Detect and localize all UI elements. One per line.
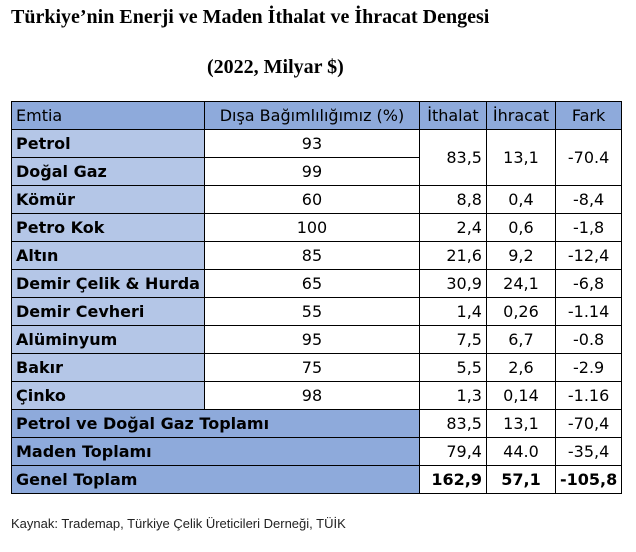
row-import: 8,8 bbox=[418, 185, 487, 214]
total-row-grand: Genel Toplam 162,9 57,1 -105,8 bbox=[11, 465, 623, 494]
total-row-maden: Maden Toplamı 79,4 44.0 -35,4 bbox=[11, 437, 623, 466]
row-name: Altın bbox=[11, 241, 205, 270]
merged-import: 83,5 bbox=[418, 129, 487, 186]
row-name: Petro Kok bbox=[11, 213, 205, 242]
energy-trade-table: Emtia Dışa Bağımlılığımız (%) İthalat İh… bbox=[11, 101, 623, 494]
total-import: 162,9 bbox=[418, 465, 487, 494]
row-difference: -6,8 bbox=[554, 269, 623, 298]
row-import: 5,5 bbox=[418, 353, 487, 382]
row-name: Bakır bbox=[11, 353, 205, 382]
header-emtia: Emtia bbox=[11, 101, 205, 130]
table-row: Bakır 75 5,5 2,6 -2.9 bbox=[11, 353, 623, 382]
row-dependency: 85 bbox=[203, 241, 420, 270]
total-export: 44.0 bbox=[485, 437, 556, 466]
row-name: Demir Cevheri bbox=[11, 297, 205, 326]
total-difference: -70,4 bbox=[554, 409, 623, 438]
table-row: Altın 85 21,6 9,2 -12,4 bbox=[11, 241, 623, 270]
header-difference: Fark bbox=[554, 101, 623, 130]
row-dependency: 60 bbox=[203, 185, 420, 214]
row-dependency: 75 bbox=[203, 353, 420, 382]
total-difference: -105,8 bbox=[554, 465, 623, 494]
row-dependency: 95 bbox=[203, 325, 420, 354]
total-difference: -35,4 bbox=[554, 437, 623, 466]
table-row: Demir Çelik & Hurda 65 30,9 24,1 -6,8 bbox=[11, 269, 623, 298]
row-dependency: 65 bbox=[203, 269, 420, 298]
source-note: Kaynak: Trademap, Türkiye Çelik Üreticil… bbox=[11, 516, 346, 531]
total-export: 57,1 bbox=[485, 465, 556, 494]
row-import: 1,4 bbox=[418, 297, 487, 326]
row-import: 2,4 bbox=[418, 213, 487, 242]
row-name: Çinko bbox=[11, 381, 205, 410]
table-row: Çinko 98 1,3 0,14 -1.16 bbox=[11, 381, 623, 410]
header-import: İthalat bbox=[418, 101, 487, 130]
row-export: 0,26 bbox=[485, 297, 556, 326]
row-dependency: 98 bbox=[203, 381, 420, 410]
table-row: Petro Kok 100 2,4 0,6 -1,8 bbox=[11, 213, 623, 242]
row-name: Doğal Gaz bbox=[11, 157, 205, 186]
row-difference: -1.14 bbox=[554, 297, 623, 326]
row-import: 1,3 bbox=[418, 381, 487, 410]
row-export: 9,2 bbox=[485, 241, 556, 270]
table-row: Petrol 93 83,5 13,1 -70.4 bbox=[11, 129, 623, 186]
row-import: 7,5 bbox=[418, 325, 487, 354]
total-name: Genel Toplam bbox=[11, 465, 420, 494]
row-export: 24,1 bbox=[485, 269, 556, 298]
row-import: 21,6 bbox=[418, 241, 487, 270]
total-export: 13,1 bbox=[485, 409, 556, 438]
row-difference: -1,8 bbox=[554, 213, 623, 242]
total-name: Maden Toplamı bbox=[11, 437, 420, 466]
row-dependency: 93 bbox=[203, 129, 420, 158]
total-row-petrol-gas: Petrol ve Doğal Gaz Toplamı 83,5 13,1 -7… bbox=[11, 409, 623, 438]
table-header-row: Emtia Dışa Bağımlılığımız (%) İthalat İh… bbox=[11, 101, 623, 130]
header-export: İhracat bbox=[485, 101, 556, 130]
row-difference: -2.9 bbox=[554, 353, 623, 382]
total-name: Petrol ve Doğal Gaz Toplamı bbox=[11, 409, 420, 438]
total-import: 83,5 bbox=[418, 409, 487, 438]
page-title: Türkiye’nin Enerji ve Maden İthalat ve İ… bbox=[11, 6, 490, 28]
table-row: Doğal Gaz 99 bbox=[11, 157, 622, 186]
row-dependency: 99 bbox=[203, 157, 420, 186]
table-row: Kömür 60 8,8 0,4 -8,4 bbox=[11, 185, 623, 214]
row-dependency: 100 bbox=[203, 213, 420, 242]
row-name: Kömür bbox=[11, 185, 205, 214]
row-export: 2,6 bbox=[485, 353, 556, 382]
table-row: Demir Cevheri 55 1,4 0,26 -1.14 bbox=[11, 297, 623, 326]
row-name: Demir Çelik & Hurda bbox=[11, 269, 205, 298]
page-subtitle: (2022, Milyar $) bbox=[207, 56, 344, 78]
header-dependency: Dışa Bağımlılığımız (%) bbox=[203, 101, 420, 130]
row-export: 0,6 bbox=[485, 213, 556, 242]
row-difference: -8,4 bbox=[554, 185, 623, 214]
row-name: Petrol bbox=[11, 129, 205, 158]
row-export: 0,14 bbox=[485, 381, 556, 410]
total-import: 79,4 bbox=[418, 437, 487, 466]
row-name: Alüminyum bbox=[11, 325, 205, 354]
merged-export: 13,1 bbox=[485, 129, 556, 186]
row-difference: -0.8 bbox=[554, 325, 623, 354]
row-export: 0,4 bbox=[485, 185, 556, 214]
merged-difference: -70.4 bbox=[554, 129, 623, 186]
row-difference: -1.16 bbox=[554, 381, 623, 410]
row-dependency: 55 bbox=[203, 297, 420, 326]
table-row: Alüminyum 95 7,5 6,7 -0.8 bbox=[11, 325, 623, 354]
row-export: 6,7 bbox=[485, 325, 556, 354]
row-difference: -12,4 bbox=[554, 241, 623, 270]
row-import: 30,9 bbox=[418, 269, 487, 298]
